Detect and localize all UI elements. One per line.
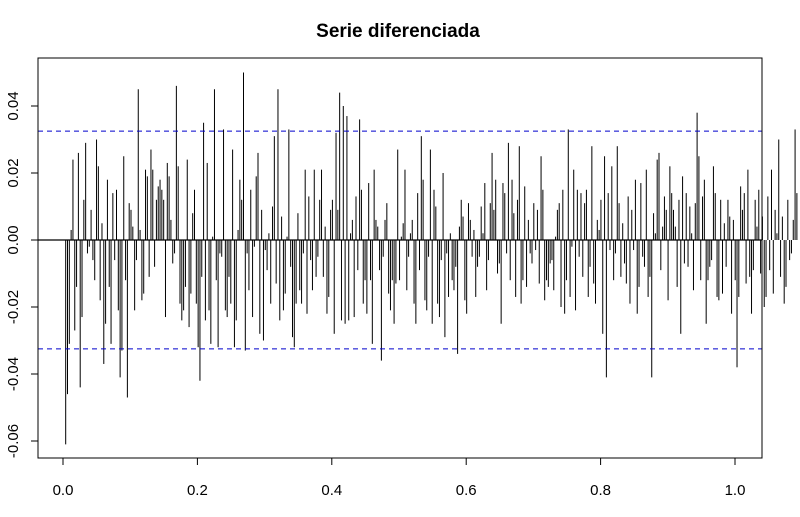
x-tick-label: 1.0 xyxy=(725,482,746,499)
y-axis: -0.06 -0.04 -0.02 0.00 0.02 0.04 xyxy=(5,91,39,458)
x-tick-label: 0.2 xyxy=(187,482,208,499)
y-tick-label: -0.04 xyxy=(5,357,22,391)
y-tick-label: -0.06 xyxy=(5,424,22,458)
x-tick-label: 0.0 xyxy=(53,482,74,499)
x-tick-label: 0.6 xyxy=(456,482,477,499)
x-tick-label: 0.8 xyxy=(590,482,611,499)
y-tick-label: 0.00 xyxy=(5,225,22,254)
y-tick-label: -0.02 xyxy=(5,290,22,324)
x-tick-label: 0.4 xyxy=(321,482,342,499)
y-tick-label: 0.02 xyxy=(5,158,22,187)
x-axis: 0.0 0.2 0.4 0.6 0.8 1.0 xyxy=(53,457,746,499)
chart-title: Serie diferenciada xyxy=(316,21,480,42)
y-tick-label: 0.04 xyxy=(5,91,22,120)
bar-series xyxy=(65,72,798,445)
